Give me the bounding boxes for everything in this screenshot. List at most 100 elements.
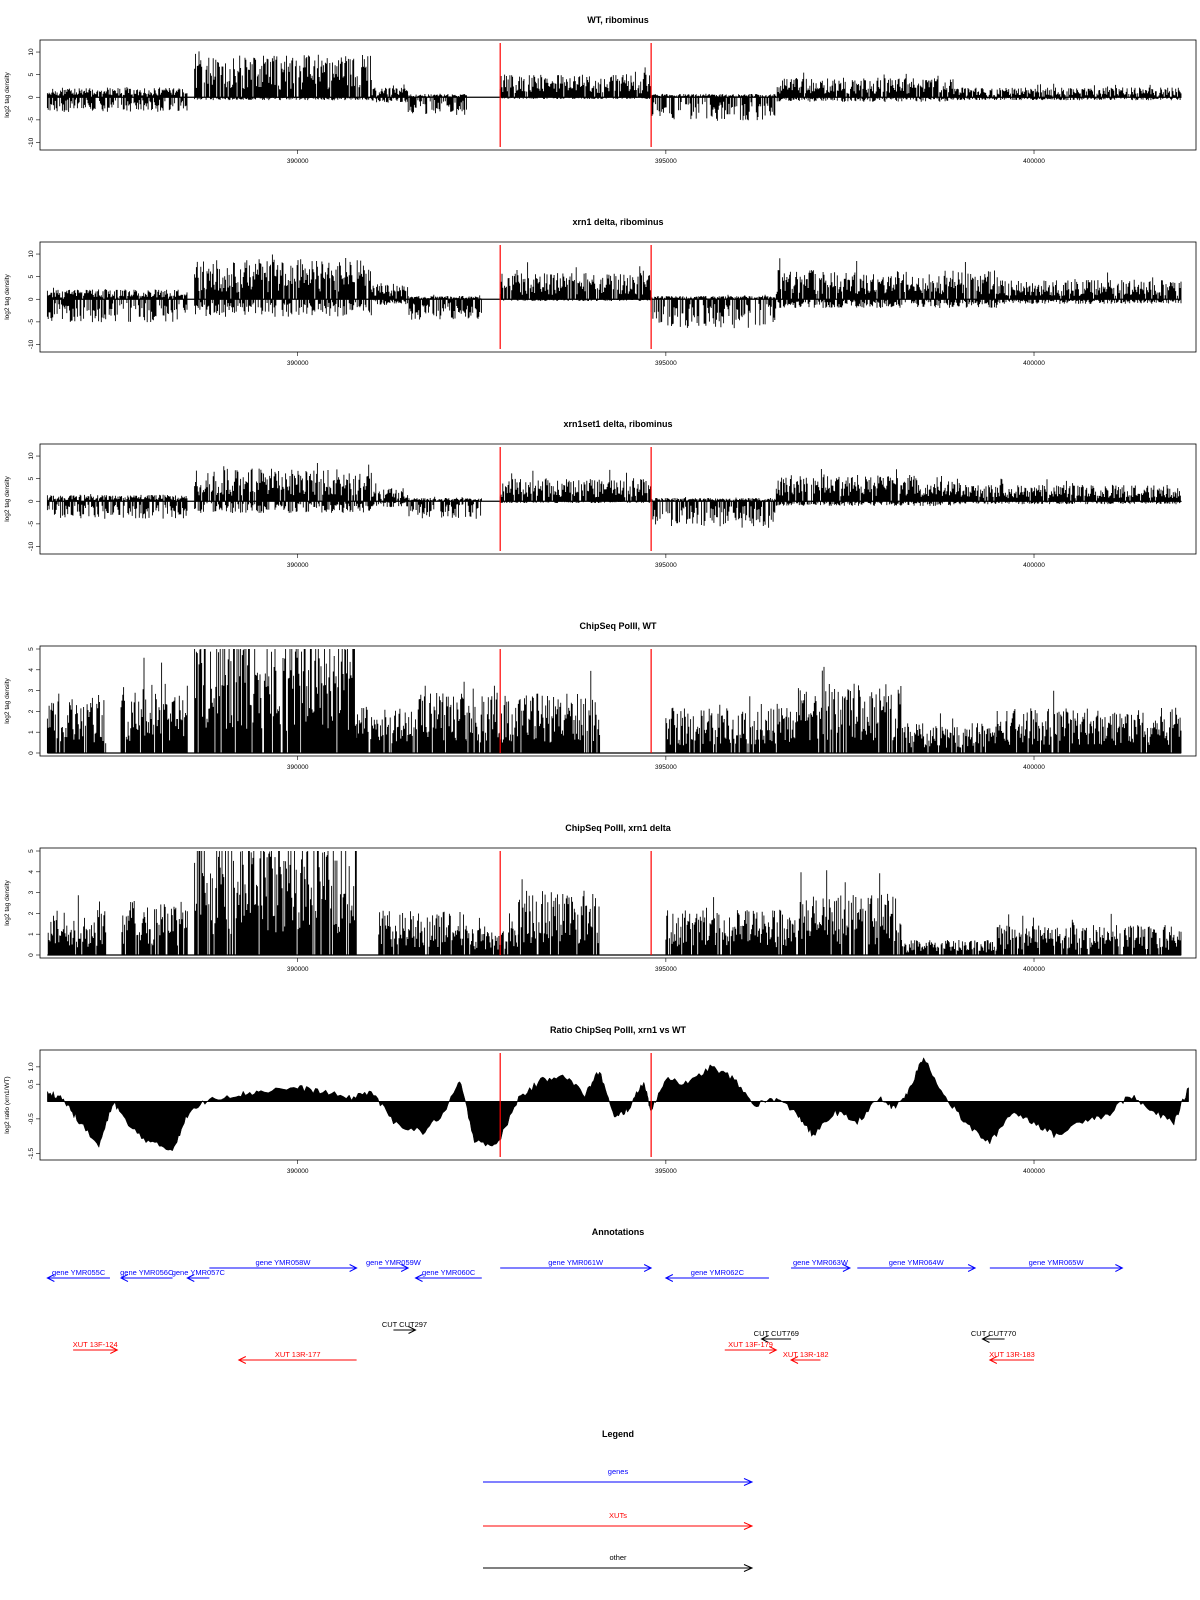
feature-arrowhead xyxy=(46,1274,55,1282)
legend-arrowhead xyxy=(743,1564,754,1572)
x-tick-label: 400000 xyxy=(1023,562,1045,569)
y-axis: -1.5 -0.5 0.5 1.0 log2 ratio (xrn1/WT) xyxy=(4,1062,40,1159)
legend-arrowhead xyxy=(743,1478,754,1486)
y-tick-label: -1.5 xyxy=(28,1148,35,1160)
x-axis: 390000 395000 400000 xyxy=(287,554,1045,569)
x-axis: 390000 395000 400000 xyxy=(287,352,1045,367)
signal-bars xyxy=(46,51,1182,121)
feature-label: XUT 13F-124 xyxy=(73,1340,118,1349)
y-tick-label: 0 xyxy=(28,95,35,99)
annotations-title: Annotations xyxy=(592,1227,645,1237)
feature-gene: gene YMR062C xyxy=(664,1268,769,1282)
y-tick-label: -10 xyxy=(28,541,35,551)
chart-panel: xrn1 delta, ribominus -10 -5 0 5 10 log2 tag d… xyxy=(4,217,1197,367)
signal-bars xyxy=(46,463,1182,528)
y-axis-label: log2 ratio (xrn1/WT) xyxy=(4,1076,11,1133)
feature-label: CUT CUT769 xyxy=(754,1329,799,1338)
feature-label: gene YMR062C xyxy=(691,1268,745,1277)
x-tick-label: 390000 xyxy=(287,562,309,569)
chart-title: xrn1 delta, ribominus xyxy=(572,217,663,227)
y-axis: -10 -5 0 5 10 log2 tag density xyxy=(4,452,40,551)
y-axis-label: log2 tag density xyxy=(4,71,11,117)
y-tick-label: 0.5 xyxy=(28,1079,35,1088)
x-axis: 390000 395000 400000 xyxy=(287,958,1045,973)
feature-arrowhead xyxy=(349,1264,358,1272)
feature-gene: gene YMR059W xyxy=(366,1258,422,1272)
feature-label: CUT CUT770 xyxy=(971,1329,1016,1338)
x-tick-label: 395000 xyxy=(655,966,677,973)
feature-gene: gene YMR055C xyxy=(46,1268,110,1282)
feature-arrowhead xyxy=(119,1274,129,1282)
feature-arrowhead xyxy=(400,1264,410,1272)
feature-label: XUT 13F-179 xyxy=(728,1340,773,1349)
y-tick-label: 4 xyxy=(28,870,35,874)
y-tick-label: 0 xyxy=(28,499,35,503)
legend-label: other xyxy=(609,1553,627,1562)
y-axis: -10 -5 0 5 10 log2 tag density xyxy=(4,250,40,349)
feature-arrowhead xyxy=(110,1346,119,1354)
feature-arrowhead xyxy=(643,1264,653,1272)
y-tick-label: 10 xyxy=(28,452,35,460)
feature-arrowhead xyxy=(769,1346,778,1354)
feature-label: CUT CUT297 xyxy=(382,1320,427,1329)
plot-frame xyxy=(39,443,1197,555)
feature-arrowhead xyxy=(967,1264,977,1272)
feature-arrowhead xyxy=(664,1274,674,1282)
feature-arrowhead xyxy=(981,1335,990,1343)
plot-frame xyxy=(39,847,1197,959)
feature-label: gene YMR056C xyxy=(120,1268,174,1277)
legend-item: other xyxy=(483,1553,754,1572)
feature-gene: gene YMR056C xyxy=(119,1268,174,1282)
feature-arrowhead xyxy=(789,1356,799,1364)
feature-gene: gene YMR058W xyxy=(209,1258,358,1272)
feature-arrowhead xyxy=(237,1356,247,1364)
feature-label: gene YMR057C xyxy=(172,1268,226,1277)
feature-arrowhead xyxy=(988,1356,998,1364)
feature-xut: XUT 13R-182 xyxy=(783,1350,829,1364)
x-axis: 390000 395000 400000 xyxy=(287,756,1045,771)
y-tick-label: 2 xyxy=(28,709,35,713)
chart-title: xrn1set1 delta, ribominus xyxy=(563,419,672,429)
y-tick-label: 1.0 xyxy=(28,1062,35,1071)
x-tick-label: 395000 xyxy=(655,158,677,165)
feature-label: gene YMR059W xyxy=(366,1258,422,1267)
chart-title: ChipSeq PolII, WT xyxy=(580,621,657,631)
feature-gene: gene YMR063W xyxy=(791,1258,852,1272)
feature-label: gene YMR065W xyxy=(1029,1258,1085,1267)
legend-label: XUTs xyxy=(609,1511,627,1520)
chart-panel: WT, ribominus -10 -5 0 5 10 log2 tag density 39… xyxy=(4,15,1197,165)
chart-title: ChipSeq PolII, xrn1 delta xyxy=(565,823,672,833)
legend-label: genes xyxy=(608,1467,629,1476)
chart-panel: xrn1set1 delta, ribominus -10 -5 0 5 10 log2 t… xyxy=(4,419,1197,569)
x-tick-label: 400000 xyxy=(1023,1168,1045,1175)
feature-xut: XUT 13R-177 xyxy=(237,1350,357,1364)
y-tick-label: -5 xyxy=(28,319,35,325)
feature-arrowhead xyxy=(1115,1264,1124,1272)
y-tick-label: -10 xyxy=(28,137,35,147)
y-tick-label: 5 xyxy=(28,72,35,76)
chart-panel: ChipSeq PolII, WT 0 1 2 3 4 5 log2 tag density 3… xyxy=(4,621,1197,771)
x-tick-label: 390000 xyxy=(287,360,309,367)
chart-panel: ChipSeq PolII, xrn1 delta 0 1 2 3 4 5 log2 tag … xyxy=(4,823,1197,973)
x-axis: 390000 395000 400000 xyxy=(287,1160,1045,1175)
y-tick-label: 3 xyxy=(28,688,35,692)
plot-frame xyxy=(39,39,1197,151)
y-tick-label: 4 xyxy=(28,668,35,672)
x-tick-label: 395000 xyxy=(655,764,677,771)
legend-panel: Legend genes XUTs other xyxy=(483,1429,754,1572)
y-axis-label: log2 tag density xyxy=(4,677,11,723)
feature-other: CUT CUT297 xyxy=(382,1320,427,1334)
y-tick-label: 5 xyxy=(28,274,35,278)
feature-other: CUT CUT770 xyxy=(971,1329,1016,1343)
feature-gene: gene YMR057C xyxy=(172,1268,226,1282)
x-tick-label: 395000 xyxy=(655,562,677,569)
x-tick-label: 390000 xyxy=(287,966,309,973)
y-axis: 0 1 2 3 4 5 log2 tag density xyxy=(4,849,40,957)
x-tick-label: 400000 xyxy=(1023,764,1045,771)
feature-xut: XUT 13F-179 xyxy=(724,1340,778,1354)
plot-frame xyxy=(39,645,1197,757)
signal-bars xyxy=(46,254,1182,329)
feature-arrowhead xyxy=(186,1274,195,1282)
y-tick-label: 10 xyxy=(28,48,35,56)
